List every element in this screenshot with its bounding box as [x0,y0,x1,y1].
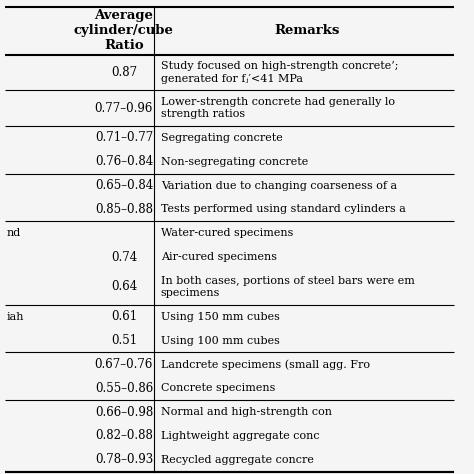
Text: 0.55–0.86: 0.55–0.86 [95,382,153,395]
Text: 0.61: 0.61 [111,310,137,323]
Text: Segregating concrete: Segregating concrete [161,133,283,143]
Text: Recycled aggregate concre: Recycled aggregate concre [161,455,313,465]
Text: 0.78–0.93: 0.78–0.93 [95,453,153,466]
Text: 0.64: 0.64 [111,281,137,293]
Text: specimens: specimens [161,288,220,298]
Text: iah: iah [7,312,24,322]
Text: 0.71–0.77: 0.71–0.77 [95,131,153,145]
Text: Using 100 mm cubes: Using 100 mm cubes [161,336,280,346]
Text: 0.65–0.84: 0.65–0.84 [95,179,153,192]
Text: Normal and high-strength con: Normal and high-strength con [161,407,332,417]
Text: 0.67–0.76: 0.67–0.76 [95,358,153,371]
Text: Average
cylinder/cube
Ratio: Average cylinder/cube Ratio [74,9,174,52]
Text: Water-cured specimens: Water-cured specimens [161,228,293,238]
Text: generated for fⱼ′<41 MPa: generated for fⱼ′<41 MPa [161,73,302,83]
Text: Variation due to changing coarseness of a: Variation due to changing coarseness of … [161,181,397,191]
Text: In both cases, portions of steel bars were em: In both cases, portions of steel bars we… [161,276,414,286]
Text: strength ratios: strength ratios [161,109,245,119]
Text: 0.66–0.98: 0.66–0.98 [95,406,153,419]
Text: Concrete specimens: Concrete specimens [161,383,275,393]
Text: Non-segregating concrete: Non-segregating concrete [161,157,308,167]
Text: 0.77–0.96: 0.77–0.96 [95,101,153,115]
Text: Lightweight aggregate conc: Lightweight aggregate conc [161,431,319,441]
Text: 0.85–0.88: 0.85–0.88 [95,203,153,216]
Text: 0.51: 0.51 [111,334,137,347]
Text: Remarks: Remarks [275,24,340,37]
Text: Using 150 mm cubes: Using 150 mm cubes [161,312,280,322]
Text: 0.76–0.84: 0.76–0.84 [95,155,153,168]
Text: Tests performed using standard cylinders a: Tests performed using standard cylinders… [161,204,405,214]
Text: nd: nd [7,228,21,238]
Text: Lower-strength concrete had generally lo: Lower-strength concrete had generally lo [161,97,395,107]
Text: 0.74: 0.74 [111,251,137,264]
Text: Air-cured specimens: Air-cured specimens [161,252,277,262]
Text: Study focused on high-strength concrete’;: Study focused on high-strength concrete’… [161,61,398,71]
Text: Landcrete specimens (small agg. Fro: Landcrete specimens (small agg. Fro [161,359,370,370]
Text: 0.87: 0.87 [111,66,137,79]
Text: 0.82–0.88: 0.82–0.88 [95,429,153,442]
